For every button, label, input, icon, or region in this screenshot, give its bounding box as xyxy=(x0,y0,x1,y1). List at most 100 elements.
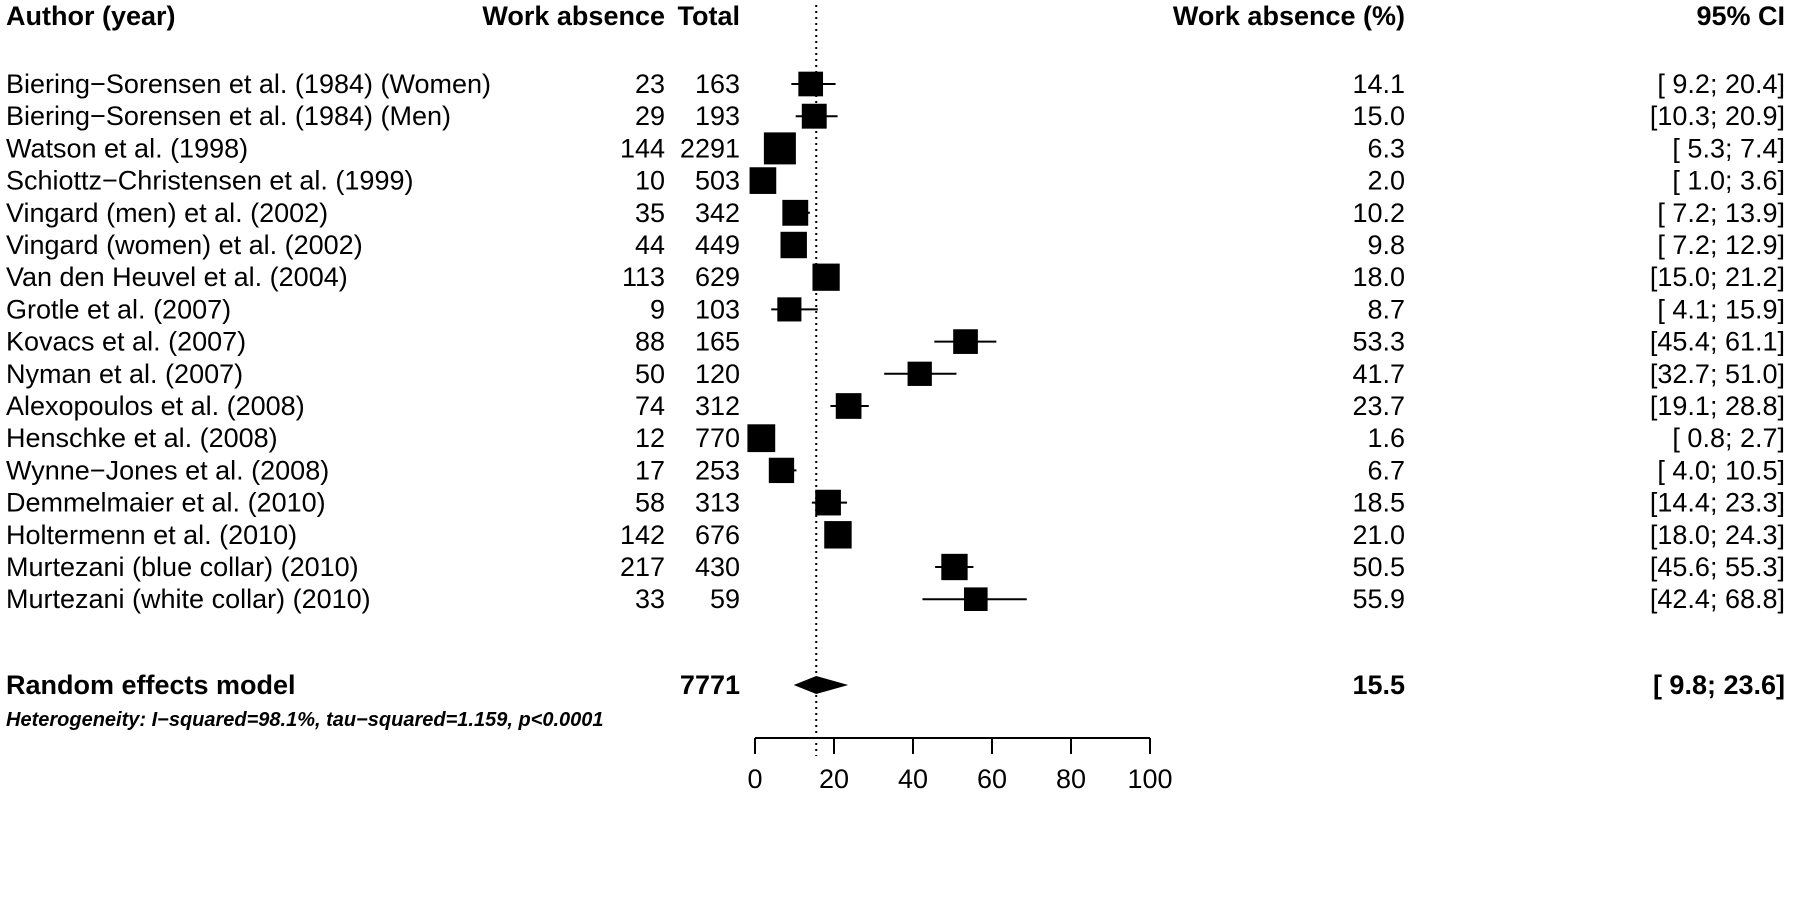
study-events: 29 xyxy=(635,101,665,131)
study-percent: 14.1 xyxy=(1352,69,1405,99)
study-ci: [ 0.8; 2.7] xyxy=(1672,423,1785,453)
study-author: Nyman et al. (2007) xyxy=(6,359,243,389)
study-author: Biering−Sorensen et al. (1984) (Men) xyxy=(6,101,451,131)
study-events: 12 xyxy=(635,423,665,453)
effect-square xyxy=(815,489,841,516)
effect-square xyxy=(941,553,968,581)
study-total: 59 xyxy=(710,584,740,614)
study-ci: [15.0; 21.2] xyxy=(1650,262,1785,292)
x-tick-label: 0 xyxy=(747,764,762,794)
study-ci: [42.4; 68.8] xyxy=(1650,584,1785,614)
study-author: Wynne−Jones et al. (2008) xyxy=(6,455,329,485)
study-percent: 2.0 xyxy=(1367,166,1405,196)
study-percent: 9.8 xyxy=(1367,230,1405,260)
study-total: 676 xyxy=(695,520,740,550)
effect-square xyxy=(964,587,988,612)
study-total: 342 xyxy=(695,198,740,228)
study-total: 2291 xyxy=(680,133,740,163)
heterogeneity-note: Heterogeneity: I−squared=98.1%, tau−squa… xyxy=(6,709,604,731)
study-events: 217 xyxy=(620,552,665,582)
pooled-diamond xyxy=(793,676,849,694)
x-tick-label: 20 xyxy=(819,764,849,794)
study-total: 313 xyxy=(695,488,740,518)
header-total: Total xyxy=(678,1,741,31)
study-row: Kovacs et al. (2007) 88 165 53.3 [45.4; 61.1… xyxy=(6,327,1785,357)
study-percent: 10.2 xyxy=(1352,198,1405,228)
study-author: Vingard (men) et al. (2002) xyxy=(6,198,328,228)
study-row: Schiottz−Christensen et al. (1999) 10 503 2… xyxy=(6,166,1785,196)
pooled-ci: [ 9.8; 23.6] xyxy=(1653,670,1785,700)
effect-square xyxy=(907,361,932,386)
study-row: Wynne−Jones et al. (2008) 17 253 6.7 [ 4.0; … xyxy=(6,455,1785,485)
header-author: Author (year) xyxy=(6,1,176,31)
effect-square xyxy=(812,263,840,291)
effect-square xyxy=(824,521,852,549)
study-total: 193 xyxy=(695,101,740,131)
study-ci: [32.7; 51.0] xyxy=(1650,359,1785,389)
study-total: 165 xyxy=(695,327,740,357)
study-events: 58 xyxy=(635,488,665,518)
study-author: Schiottz−Christensen et al. (1999) xyxy=(6,166,413,196)
study-ci: [ 7.2; 13.9] xyxy=(1657,198,1785,228)
study-total: 120 xyxy=(695,359,740,389)
study-percent: 53.3 xyxy=(1352,327,1405,357)
study-author: Demmelmaier et al. (2010) xyxy=(6,488,326,518)
study-events: 17 xyxy=(635,455,665,485)
effect-square xyxy=(747,424,776,453)
study-row: Van den Heuvel et al. (2004) 113 629 18.0 [1… xyxy=(6,262,1785,292)
study-ci: [ 5.3; 7.4] xyxy=(1672,133,1785,163)
study-author: Watson et al. (1998) xyxy=(6,133,248,163)
study-ci: [ 4.1; 15.9] xyxy=(1657,294,1785,324)
study-ci: [ 7.2; 12.9] xyxy=(1657,230,1785,260)
study-total: 503 xyxy=(695,166,740,196)
effect-square xyxy=(953,329,978,354)
study-total: 430 xyxy=(695,552,740,582)
study-percent: 18.0 xyxy=(1352,262,1405,292)
study-ci: [45.6; 55.3] xyxy=(1650,552,1785,582)
study-row: Vingard (women) et al. (2002) 44 449 9.8 [ 7… xyxy=(6,230,1785,260)
study-total: 163 xyxy=(695,69,740,99)
study-percent: 1.6 xyxy=(1367,423,1405,453)
effect-square xyxy=(801,103,827,129)
x-tick-label: 100 xyxy=(1127,764,1172,794)
study-events: 23 xyxy=(635,69,665,99)
study-row: Murtezani (blue collar) (2010) 217 430 50.5… xyxy=(6,552,1785,582)
study-author: Henschke et al. (2008) xyxy=(6,423,278,453)
study-author: Grotle et al. (2007) xyxy=(6,294,231,324)
study-percent: 15.0 xyxy=(1352,101,1405,131)
study-row: Demmelmaier et al. (2010) 58 313 18.5 [14.4;… xyxy=(6,488,1785,518)
x-tick-label: 80 xyxy=(1056,764,1086,794)
study-percent: 6.7 xyxy=(1367,455,1405,485)
study-percent: 41.7 xyxy=(1352,359,1405,389)
study-row: Biering−Sorensen et al. (1984) (Women) 23… xyxy=(6,69,1785,99)
study-author: Van den Heuvel et al. (2004) xyxy=(6,262,348,292)
effect-square xyxy=(768,457,795,484)
effect-square xyxy=(763,132,796,165)
study-total: 253 xyxy=(695,455,740,485)
study-ci: [10.3; 20.9] xyxy=(1650,101,1785,131)
study-events: 113 xyxy=(622,262,665,292)
study-author: Vingard (women) et al. (2002) xyxy=(6,230,363,260)
study-events: 33 xyxy=(635,584,665,614)
study-total: 449 xyxy=(695,230,740,260)
x-tick-label: 40 xyxy=(898,764,928,794)
study-row: Murtezani (white collar) (2010) 33 59 55.9 [… xyxy=(6,584,1785,614)
study-ci: [18.0; 24.3] xyxy=(1650,520,1785,550)
study-row: Vingard (men) et al. (2002) 35 342 10.2 [ 7.… xyxy=(6,198,1785,228)
effect-square xyxy=(782,199,809,226)
study-events: 144 xyxy=(620,133,665,163)
effect-square xyxy=(798,71,824,97)
study-row: Grotle et al. (2007) 9 103 8.7 [ 4.1; 15.9] xyxy=(6,294,1785,324)
study-events: 44 xyxy=(635,230,665,260)
study-row: Watson et al. (1998) 144 2291 6.3 [ 5.3; 7.4… xyxy=(6,132,1785,165)
study-rows: Biering−Sorensen et al. (1984) (Women) 23… xyxy=(6,69,1785,614)
study-ci: [ 4.0; 10.5] xyxy=(1657,455,1785,485)
study-events: 88 xyxy=(635,327,665,357)
study-percent: 6.3 xyxy=(1367,133,1405,163)
study-ci: [19.1; 28.8] xyxy=(1650,391,1785,421)
study-total: 103 xyxy=(695,294,740,324)
study-percent: 50.5 xyxy=(1352,552,1405,582)
study-percent: 8.7 xyxy=(1367,294,1405,324)
study-ci: [ 9.2; 20.4] xyxy=(1657,69,1785,99)
